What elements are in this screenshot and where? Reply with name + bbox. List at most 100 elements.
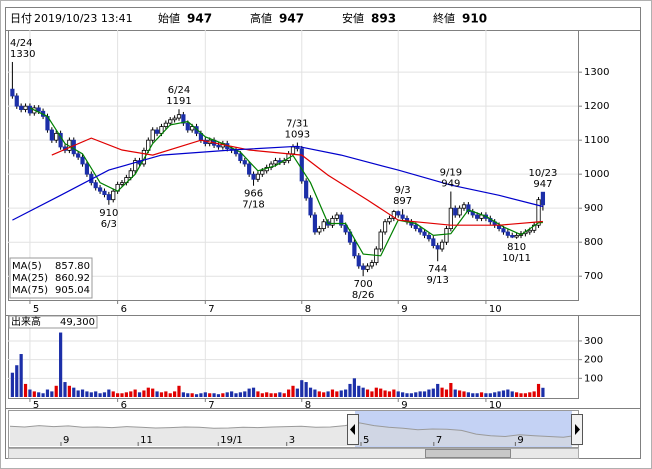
volume-bar: [173, 391, 177, 397]
volume-bar: [41, 393, 45, 397]
candle-body: [163, 122, 168, 127]
volume-bar: [519, 393, 523, 397]
open-value: 947: [187, 12, 212, 26]
candle-body: [242, 160, 247, 165]
candle-body: [457, 207, 462, 216]
candle-body: [277, 160, 282, 163]
legend-value: 860.92: [55, 273, 90, 284]
candle-body: [505, 231, 510, 236]
volume-bar: [107, 389, 111, 397]
candle-body: [295, 146, 300, 150]
volume-bar: [365, 389, 370, 397]
volume-bar: [155, 391, 159, 397]
chart-frame: [5, 7, 641, 459]
date-label: 日付: [10, 12, 32, 25]
candle-body: [49, 129, 54, 141]
annotation-value: 744: [428, 264, 447, 275]
volume-bar: [59, 332, 63, 397]
navigator-area: [10, 422, 578, 446]
volume-bar: [102, 392, 107, 397]
volume-bar: [256, 391, 260, 397]
candle-body: [400, 214, 405, 219]
navigator-tick-label: 3: [289, 435, 295, 446]
candle-body: [10, 88, 15, 97]
volume-bar: [484, 393, 488, 397]
volume-bar: [76, 390, 80, 397]
candle-body: [80, 156, 85, 165]
annotation-value: 1093: [285, 130, 310, 141]
volume-bar: [471, 393, 475, 397]
scrollbar-thumb[interactable]: [425, 449, 511, 458]
annotation-date: 6/3: [101, 219, 117, 230]
volume-bar: [541, 387, 545, 397]
x-tick-label: 5: [33, 400, 39, 411]
volume-bar: [10, 372, 14, 397]
candle-body: [439, 241, 445, 250]
volume-bar: [72, 387, 76, 397]
volume-bar: [422, 391, 427, 397]
volume-bar: [225, 392, 229, 397]
annotation-value: 897: [393, 196, 412, 207]
volume-bar: [479, 392, 484, 397]
x-tick-label: 9: [401, 304, 407, 315]
volume-bar: [528, 392, 532, 397]
volume-bar: [54, 385, 58, 397]
x-tick-label: 9: [401, 400, 407, 411]
volume-bar: [98, 393, 102, 397]
volume-bar: [304, 382, 308, 397]
annotation-date: 10/11: [502, 253, 531, 264]
candle-body: [448, 207, 453, 229]
volume-bar: [536, 383, 541, 397]
y-tick-label: 100: [584, 373, 603, 384]
candle-body: [260, 170, 265, 175]
candle-body: [356, 255, 361, 267]
x-tick-label: 10: [489, 400, 502, 411]
candle-body: [273, 160, 278, 165]
scrollbar-track[interactable]: [8, 448, 579, 459]
volume-bar: [344, 389, 348, 397]
candle-body: [431, 238, 436, 246]
candle-body: [369, 262, 375, 267]
candle-body: [317, 228, 322, 233]
x-tick-label: 6: [121, 304, 127, 315]
volume-bar: [339, 390, 343, 397]
candle-body: [466, 204, 471, 212]
annotation-value: 1191: [166, 96, 191, 107]
candle-body: [150, 129, 155, 141]
annotation-date: 7/18: [242, 200, 264, 211]
x-tick-label: 6: [121, 400, 127, 411]
navigator-line: [9, 422, 579, 438]
candle-body: [418, 228, 423, 233]
y-tick-label: 1200: [584, 101, 609, 112]
low-label: 安値: [342, 11, 364, 25]
candle-body: [501, 228, 506, 233]
candle-body: [181, 114, 186, 124]
candle-body: [84, 163, 90, 175]
volume-bar: [523, 393, 527, 397]
volume-bar: [352, 378, 356, 397]
volume-bar: [361, 387, 365, 397]
volume-bar: [291, 385, 295, 397]
y-tick-label: 300: [584, 336, 603, 347]
volume-bar: [177, 385, 181, 397]
volume-bar: [418, 391, 422, 397]
volume-bar: [124, 392, 128, 397]
volume-bar: [497, 391, 501, 397]
volume-bar: [510, 391, 514, 397]
volume-bar: [28, 389, 32, 397]
volume-label-box: [8, 315, 98, 329]
moving-average-line: [51, 137, 543, 226]
candle-body: [461, 204, 467, 209]
high-label: 高値: [250, 11, 272, 25]
candle-body: [514, 234, 519, 238]
volume-bar: [409, 393, 413, 397]
volume-bar: [401, 392, 405, 397]
volume-bar: [532, 391, 536, 397]
candle-body: [238, 153, 243, 161]
price-panel: [8, 30, 579, 301]
legend-value: 905.04: [55, 285, 90, 296]
volume-bar: [80, 389, 85, 397]
volume-bar: [216, 394, 221, 397]
volume-bar: [295, 388, 299, 397]
